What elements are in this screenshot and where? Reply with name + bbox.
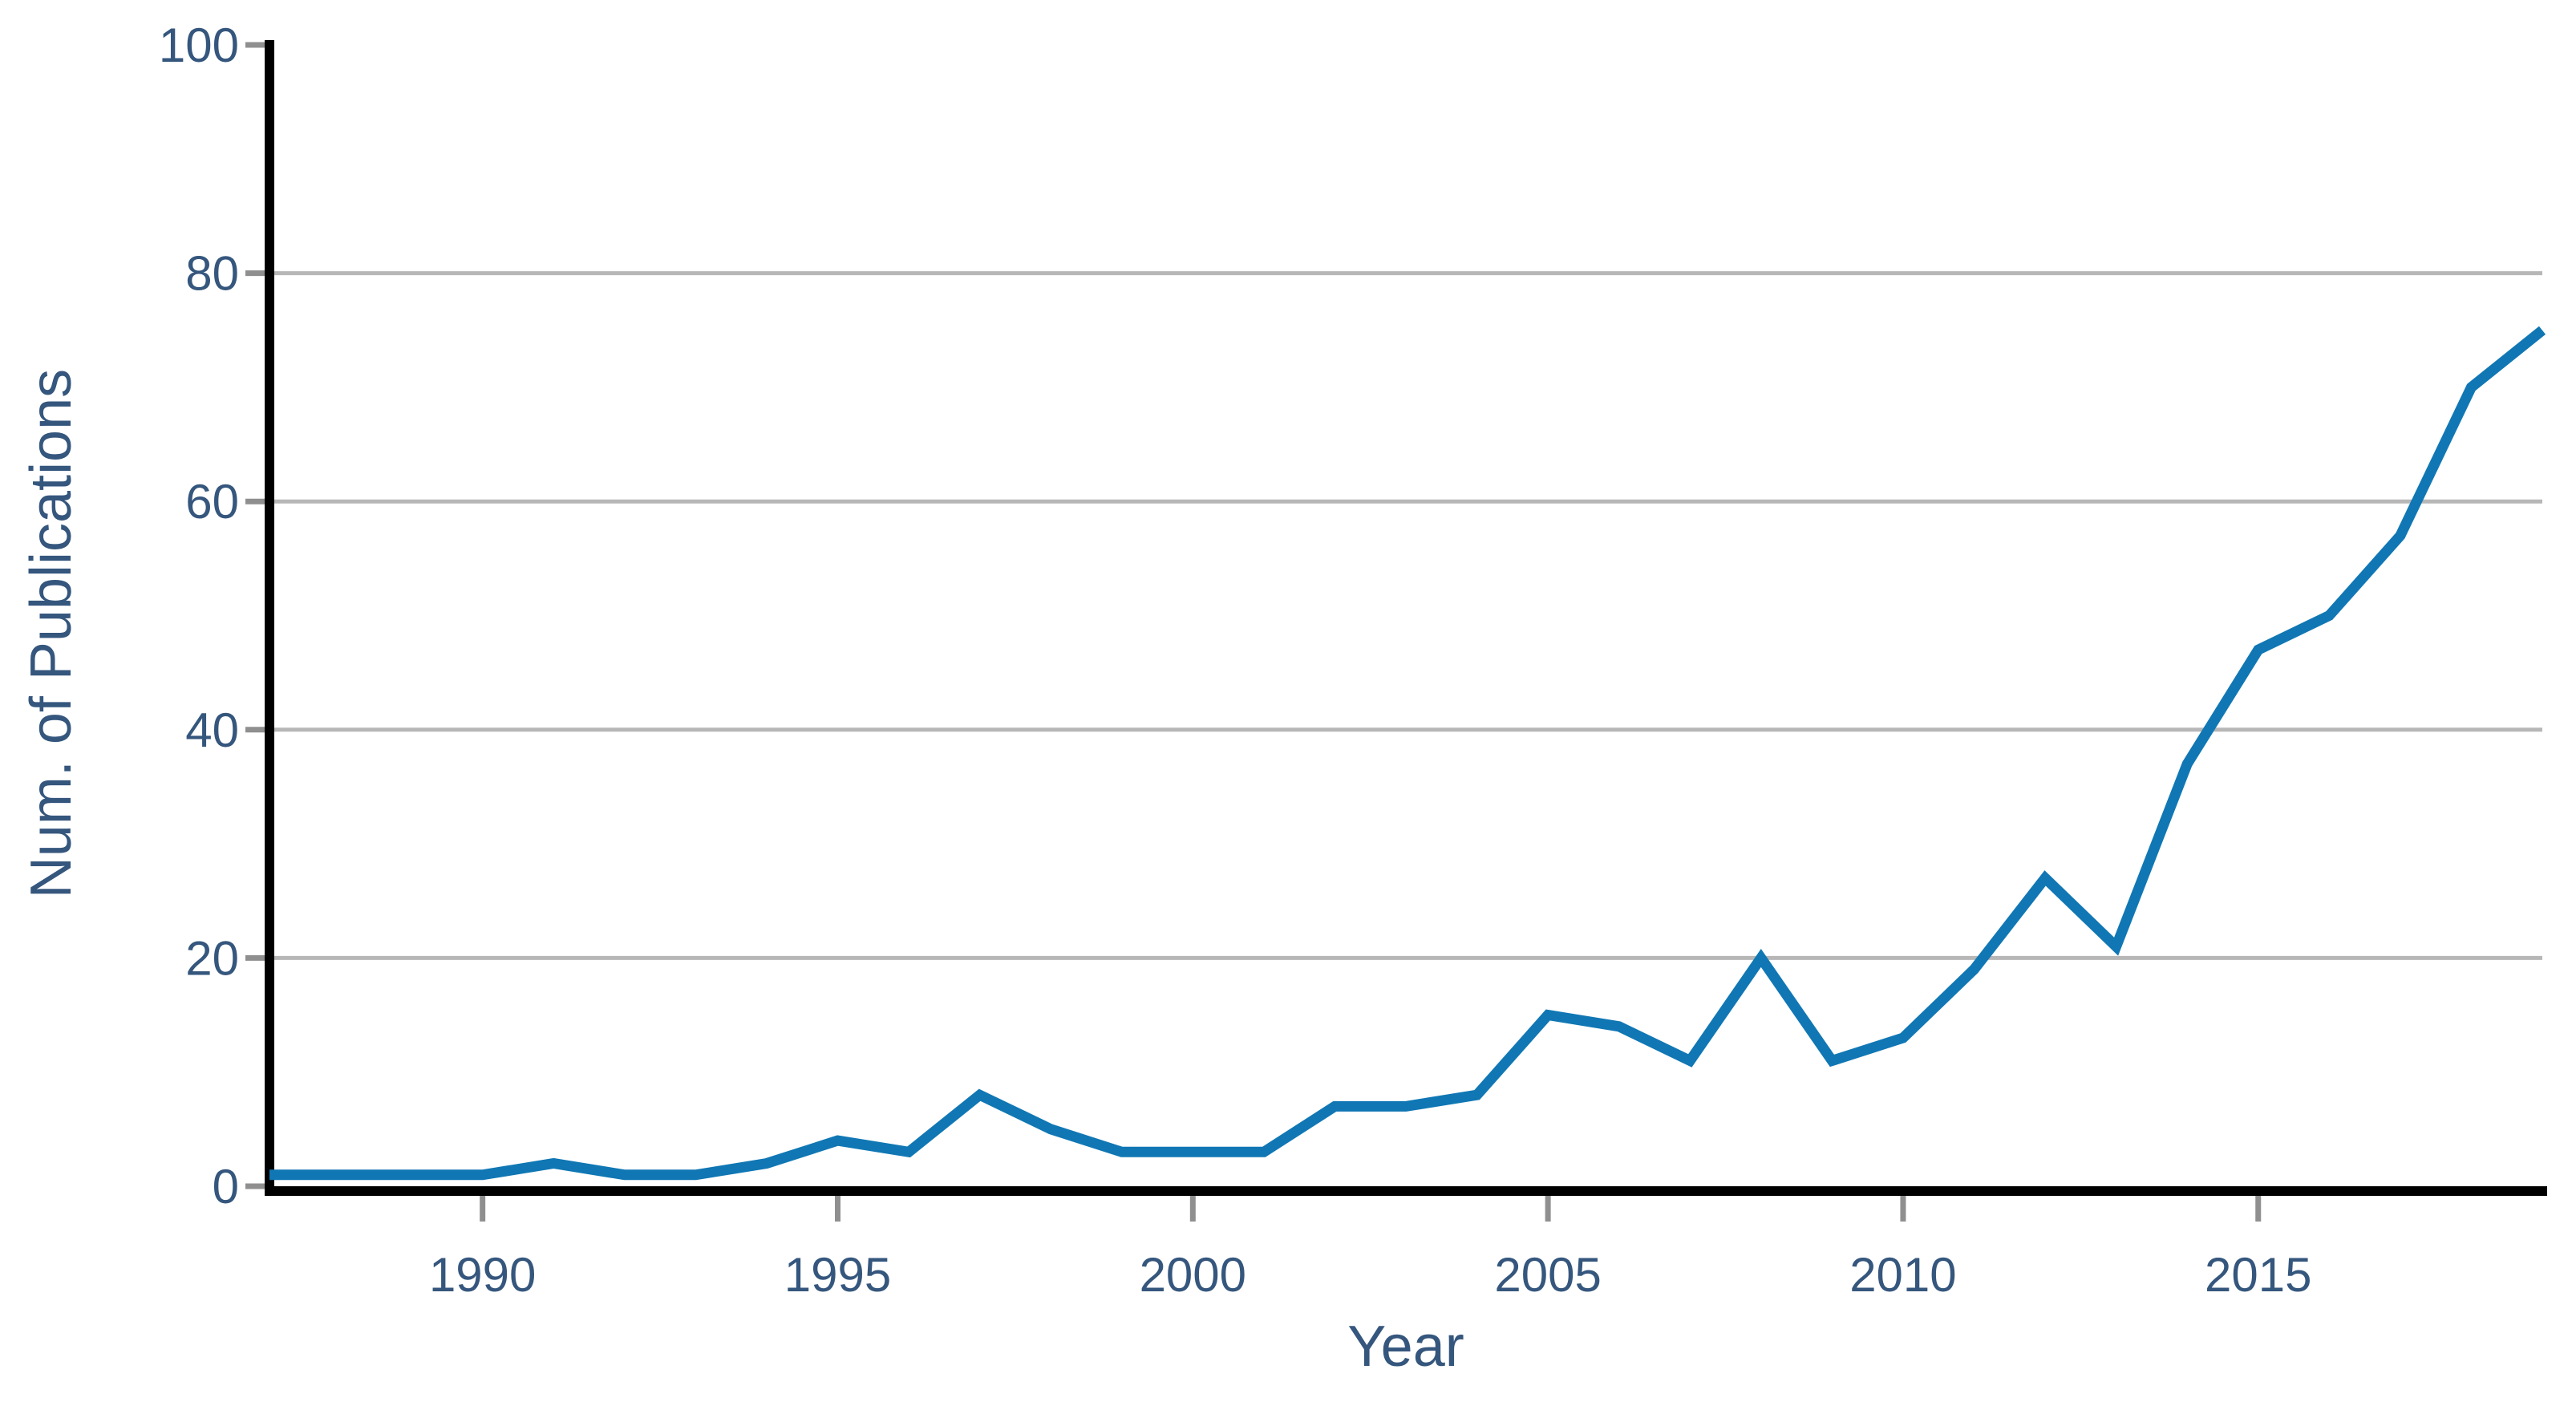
y-tick-label-40: 40: [185, 703, 239, 757]
x-axis-title: Year: [1347, 1315, 1464, 1379]
publications-trend-line: [269, 326, 2546, 1181]
y-axis-title: Num. of Publications: [19, 369, 83, 898]
y-tick-label-60: 60: [185, 475, 239, 529]
y-tick-label-0: 0: [213, 1160, 239, 1214]
y-tick-label-20: 20: [185, 931, 239, 985]
x-tick-label-1990: 1990: [429, 1248, 536, 1302]
x-axis-ticks: [480, 1196, 2262, 1222]
x-tick-label-2000: 2000: [1140, 1248, 1246, 1302]
x-tick-label-1995: 1995: [784, 1248, 891, 1302]
y-tick-label-100: 100: [159, 18, 239, 72]
x-axis-tick-labels: 1990 1995 2000 2005 2010 2015: [429, 1248, 2312, 1302]
y-tick-label-80: 80: [185, 247, 239, 301]
y-axis-tick-labels: 0 20 40 60 80 100: [159, 18, 239, 1214]
x-tick-label-2015: 2015: [2205, 1248, 2311, 1302]
x-tick-label-2010: 2010: [1849, 1248, 1956, 1302]
x-tick-label-2005: 2005: [1494, 1248, 1601, 1302]
gridlines: [269, 271, 2542, 960]
